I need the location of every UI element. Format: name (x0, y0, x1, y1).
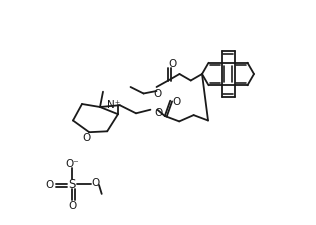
Text: O: O (82, 133, 90, 143)
Text: O: O (91, 177, 99, 187)
Text: O⁻: O⁻ (65, 158, 79, 168)
Text: O: O (68, 200, 76, 210)
Text: O: O (168, 59, 176, 69)
Text: S: S (68, 178, 76, 191)
Text: O: O (155, 107, 163, 117)
Text: O: O (153, 89, 162, 99)
Text: O: O (45, 179, 53, 189)
Text: N⁺: N⁺ (107, 99, 120, 110)
Text: O: O (172, 96, 180, 106)
